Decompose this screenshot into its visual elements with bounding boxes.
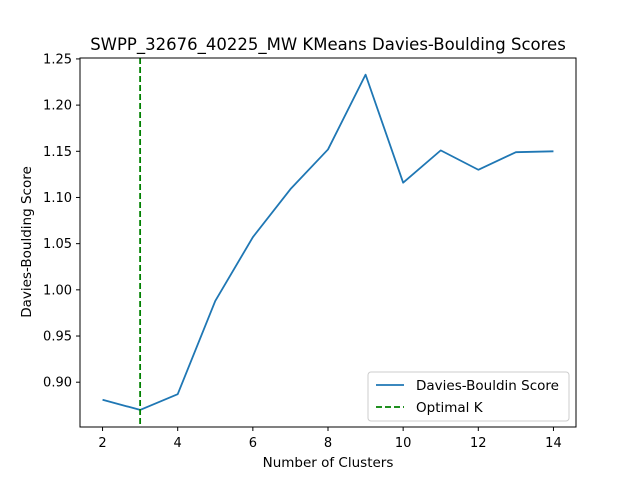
x-tick-label: 14 xyxy=(545,436,562,451)
legend-label-davies-bouldin: Davies-Bouldin Score xyxy=(416,378,559,394)
x-tick-label: 4 xyxy=(174,436,182,451)
y-tick-label: 0.95 xyxy=(43,330,72,345)
y-tick-label: 1.20 xyxy=(43,99,72,114)
y-axis-label: Davies-Boulding Score xyxy=(19,166,35,318)
chart-title: SWPP_32676_40225_MW KMeans Davies-Bouldi… xyxy=(90,35,566,55)
x-axis-label: Number of Clusters xyxy=(263,455,394,471)
y-tick-label: 1.10 xyxy=(43,191,72,206)
legend-label-optimal-k: Optimal K xyxy=(416,400,484,416)
y-axis: 0.90 0.95 1.00 1.05 1.10 1.15 1.20 1.25 xyxy=(43,52,80,391)
y-tick-label: 1.05 xyxy=(43,237,72,252)
y-tick-label: 1.25 xyxy=(43,52,72,67)
x-tick-label: 2 xyxy=(98,436,106,451)
legend-box xyxy=(367,371,570,422)
y-tick-label: 0.90 xyxy=(43,376,72,391)
plot-area xyxy=(102,58,554,427)
x-tick-label: 12 xyxy=(470,436,487,451)
y-tick-label: 1.15 xyxy=(43,145,72,160)
legend: Davies-Bouldin Score Optimal K xyxy=(367,371,570,422)
x-tick-label: 6 xyxy=(249,436,257,451)
x-axis: 2 4 6 8 10 12 14 xyxy=(98,427,562,451)
y-tick-label: 1.00 xyxy=(43,283,72,298)
series-line-davies-bouldin xyxy=(102,73,554,411)
x-tick-label: 10 xyxy=(395,436,412,451)
x-tick-label: 8 xyxy=(324,436,332,451)
